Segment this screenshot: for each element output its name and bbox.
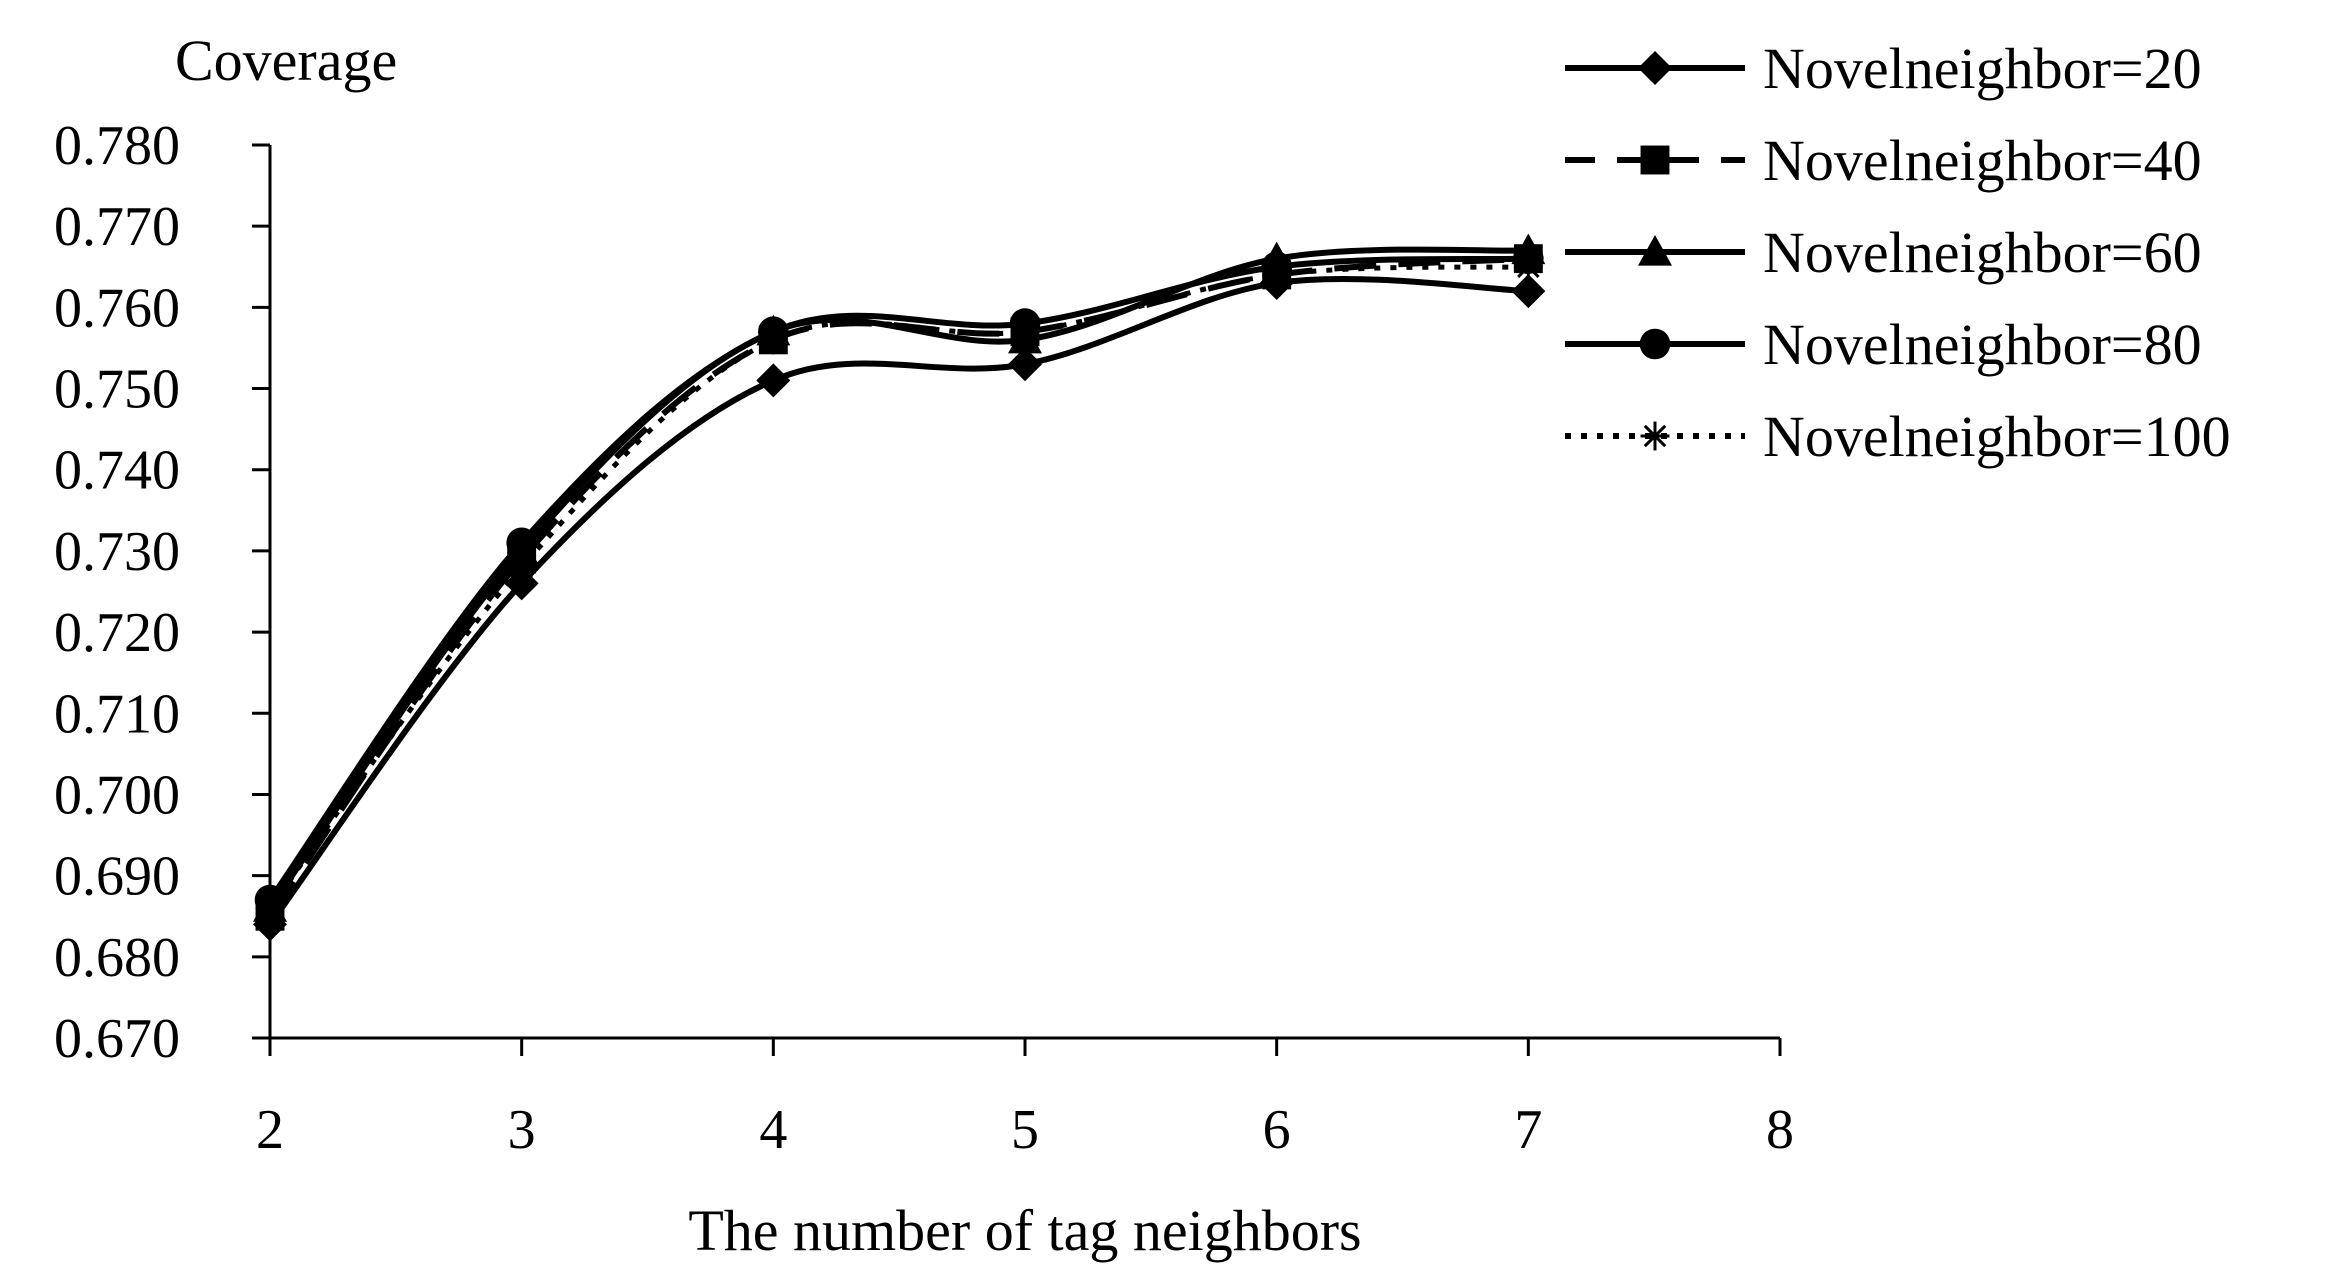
x-tick-label: 7 bbox=[1514, 1099, 1542, 1161]
y-tick-label: 0.780 bbox=[54, 115, 180, 177]
asterisk-stroke bbox=[1643, 424, 1667, 448]
series-3 bbox=[253, 233, 1546, 922]
x-tick-label: 4 bbox=[759, 1099, 787, 1161]
asterisk-stroke bbox=[510, 555, 533, 579]
series-line bbox=[267, 255, 1529, 902]
legend-label: Novelneighbor=100 bbox=[1763, 404, 2231, 469]
series-5 bbox=[255, 252, 1543, 923]
y-tick-label: 0.680 bbox=[54, 927, 180, 989]
x-tick-label: 8 bbox=[1766, 1099, 1794, 1161]
diamond-marker bbox=[756, 363, 791, 398]
y-tick-label: 0.770 bbox=[54, 196, 180, 258]
y-tick-label: 0.710 bbox=[54, 683, 180, 745]
triangle-marker bbox=[1638, 235, 1672, 266]
x-tick-label: 3 bbox=[508, 1099, 536, 1161]
diamond-marker bbox=[1638, 51, 1672, 85]
circle-marker bbox=[1639, 328, 1671, 360]
asterisk-marker bbox=[758, 325, 788, 355]
asterisk-marker bbox=[1262, 260, 1292, 290]
series-1 bbox=[253, 266, 1546, 942]
circle-marker bbox=[506, 527, 537, 559]
legend-item: Novelneighbor=60 bbox=[1565, 220, 2202, 285]
series-4 bbox=[254, 243, 1544, 916]
series-2 bbox=[255, 244, 1543, 931]
x-tick-label: 5 bbox=[1011, 1099, 1039, 1161]
series-line bbox=[267, 255, 1529, 918]
x-axis-title: The number of tag neighbors bbox=[688, 1198, 1361, 1263]
asterisk-stroke bbox=[762, 328, 785, 352]
y-tick-label: 0.690 bbox=[54, 846, 180, 908]
asterisk-marker bbox=[1640, 421, 1670, 451]
y-tick-label: 0.720 bbox=[54, 602, 180, 664]
y-tick-label: 0.670 bbox=[54, 1008, 180, 1070]
asterisk-stroke bbox=[1265, 263, 1288, 287]
legend-label: Novelneighbor=40 bbox=[1763, 128, 2202, 193]
y-tick-label: 0.760 bbox=[54, 277, 180, 339]
legend-label: Novelneighbor=60 bbox=[1763, 220, 2202, 285]
asterisk-marker bbox=[1010, 317, 1040, 347]
y-tick-label: 0.730 bbox=[54, 521, 180, 583]
asterisk-stroke bbox=[1013, 320, 1037, 343]
plot-area bbox=[253, 233, 1546, 942]
y-tick-label: 0.740 bbox=[54, 440, 180, 502]
legend-item: Novelneighbor=80 bbox=[1565, 312, 2202, 377]
diamond-marker bbox=[1008, 347, 1042, 382]
asterisk-marker bbox=[507, 552, 537, 582]
legend-item: Novelneighbor=40 bbox=[1565, 128, 2202, 193]
square-marker bbox=[1640, 145, 1670, 175]
legend-item: Novelneighbor=100 bbox=[1565, 404, 2231, 469]
legend-label: Novelneighbor=80 bbox=[1763, 312, 2202, 377]
x-tick-label: 6 bbox=[1263, 1099, 1291, 1161]
legend-label: Novelneighbor=20 bbox=[1763, 36, 2202, 101]
series-line bbox=[267, 275, 1529, 927]
asterisk-stroke bbox=[1517, 255, 1540, 279]
legend-item: Novelneighbor=20 bbox=[1565, 36, 2202, 101]
y-tick-label: 0.700 bbox=[54, 764, 180, 826]
diamond-marker bbox=[1511, 274, 1546, 309]
x-tick-label: 2 bbox=[256, 1099, 284, 1161]
series-line bbox=[267, 246, 1529, 910]
legend: Novelneighbor=20 Novelneighbor=40 Novelnei… bbox=[1565, 36, 2231, 469]
y-tick-label: 0.750 bbox=[54, 359, 180, 421]
y-axis-title: Coverage bbox=[175, 28, 397, 93]
asterisk-marker bbox=[1513, 252, 1543, 282]
axes: 0.670 0.680 0.690 0.700 0.710 0.720 0.730 0.740… bbox=[54, 115, 1794, 1161]
